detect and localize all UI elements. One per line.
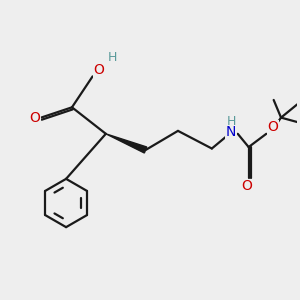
Text: O: O (94, 63, 104, 77)
Text: H: H (108, 51, 117, 64)
Text: O: O (29, 111, 40, 124)
Text: H: H (226, 115, 236, 128)
Polygon shape (106, 134, 147, 153)
Text: O: O (267, 120, 278, 134)
Text: O: O (242, 179, 253, 193)
Text: N: N (226, 125, 236, 139)
